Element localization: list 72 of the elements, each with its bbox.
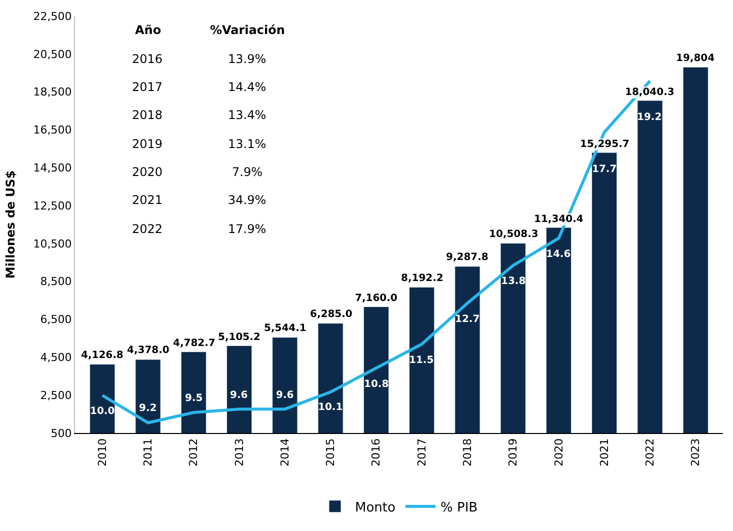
annotation: 2017 xyxy=(132,80,163,94)
data-label: 11.5 xyxy=(409,355,434,366)
annotation: 13.4% xyxy=(228,108,266,122)
data-label: 4,378.0 xyxy=(127,345,170,356)
x-tick-label: 2019 xyxy=(506,438,520,466)
data-label: 18,040.3 xyxy=(625,87,674,98)
data-label: 11,340.4 xyxy=(534,214,584,225)
y-tick-label: 20,500 xyxy=(33,48,72,61)
y-tick-label: 12,500 xyxy=(33,199,72,212)
annotation: 2016 xyxy=(132,52,163,66)
annotation: 13.9% xyxy=(228,52,266,66)
data-label: 8,192.2 xyxy=(401,273,444,284)
data-label: 17.7 xyxy=(592,164,617,175)
y-tick-label: 14,500 xyxy=(33,161,72,174)
data-label: 9.2 xyxy=(139,403,157,414)
data-label: 10.8 xyxy=(364,379,389,390)
annotation: %Variación xyxy=(210,23,285,37)
y-tick-label: 6,500 xyxy=(40,313,72,326)
x-tick-label: 2010 xyxy=(96,438,109,466)
data-label: 12.7 xyxy=(455,314,480,325)
x-tick-label: 2018 xyxy=(461,438,474,466)
annotation: 14.4% xyxy=(228,80,266,94)
data-label: 5,105.2 xyxy=(218,332,260,343)
legend-label: Monto xyxy=(355,500,396,516)
annotation: 7.9% xyxy=(232,165,262,179)
data-label: 4,126.8 xyxy=(81,350,124,361)
y-tick-label: 16,500 xyxy=(33,124,72,137)
data-label: 9,287.8 xyxy=(446,252,488,263)
y-tick-label: 4,500 xyxy=(40,351,72,364)
annotation: 2019 xyxy=(132,137,163,151)
x-tick-label: 2016 xyxy=(370,438,383,466)
x-tick-label: 2012 xyxy=(187,438,200,466)
annotation: 34.9% xyxy=(228,193,266,207)
y-tick-label: 8,500 xyxy=(40,275,72,288)
data-label: 15,295.7 xyxy=(580,139,630,150)
data-label: 4,782.7 xyxy=(173,338,216,349)
x-tick-label: 2021 xyxy=(598,438,611,466)
x-tick-label: 2020 xyxy=(552,438,566,466)
x-tick-label: 2011 xyxy=(142,438,155,466)
data-label: 19,804 xyxy=(676,53,715,64)
y-tick-label: 2,500 xyxy=(40,388,72,402)
x-tick-label: 2022 xyxy=(644,438,657,466)
data-label: 10,508.3 xyxy=(489,229,538,240)
x-tick-label: 2013 xyxy=(232,438,246,466)
data-label: 14.6 xyxy=(546,249,571,260)
data-label: 9.6 xyxy=(276,390,294,401)
x-tick-label: 2015 xyxy=(324,438,338,466)
legend-label: % PIB xyxy=(440,500,478,516)
annotation: 2022 xyxy=(132,222,163,236)
data-label: 7,160.0 xyxy=(355,293,398,304)
annotation: Año xyxy=(135,23,162,37)
annotation: 13.1% xyxy=(228,137,266,151)
data-label: 10.0 xyxy=(90,406,115,417)
annotation: 17.9% xyxy=(228,222,266,236)
y-axis-title: Millones de US$ xyxy=(4,170,18,279)
data-label: 10.1 xyxy=(318,402,343,413)
y-tick-label: 22,500 xyxy=(33,10,72,23)
y-tick-label: 500 xyxy=(50,426,72,440)
data-label: 6,285.0 xyxy=(310,309,352,320)
annotation: 2020 xyxy=(132,165,163,179)
data-label: 9.5 xyxy=(185,393,203,404)
y-tick-label: 10,500 xyxy=(33,237,72,250)
annotation: 2018 xyxy=(132,108,163,122)
x-tick-label: 2023 xyxy=(689,438,702,466)
data-label: 5,544.1 xyxy=(264,323,306,334)
x-tick-label: 2014 xyxy=(278,438,292,466)
annotation: 2021 xyxy=(132,193,163,207)
data-label: 19.2 xyxy=(637,112,662,123)
data-label: 9.6 xyxy=(230,390,248,401)
data-label: 13.8 xyxy=(501,276,526,287)
y-tick-label: 18,500 xyxy=(33,86,72,99)
x-tick-label: 2017 xyxy=(415,438,428,466)
